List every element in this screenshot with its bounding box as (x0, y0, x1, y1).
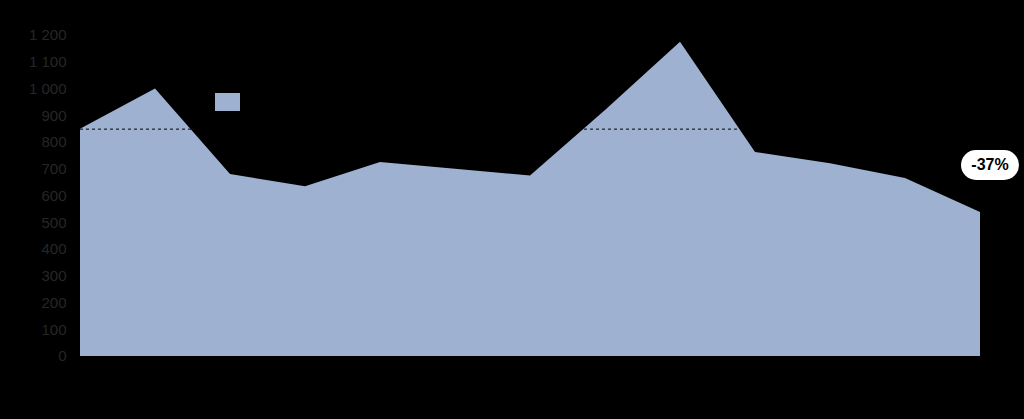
svg-text:1 100: 1 100 (29, 53, 67, 70)
svg-text:500: 500 (41, 214, 66, 231)
svg-text:200: 200 (41, 294, 66, 311)
svg-text:800: 800 (41, 133, 66, 150)
svg-text:300: 300 (41, 267, 66, 284)
svg-text:600: 600 (41, 187, 66, 204)
svg-text:900: 900 (41, 107, 66, 124)
html-text:-37%: -37% (971, 156, 1009, 173)
svg-text:1 000: 1 000 (29, 80, 67, 97)
svg-text:400: 400 (41, 240, 66, 257)
svg-text:1 200: 1 200 (29, 26, 67, 43)
svg-text:0: 0 (58, 347, 66, 364)
svg-text:700: 700 (41, 160, 66, 177)
svg-text:100: 100 (41, 321, 66, 338)
